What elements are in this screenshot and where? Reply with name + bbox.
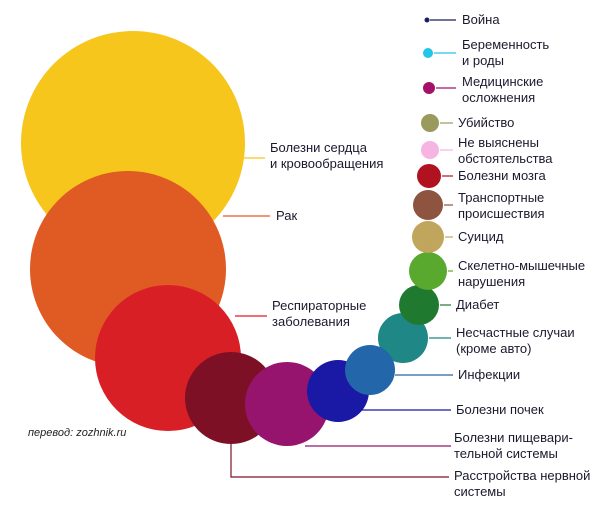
label-line-series-6-1: происшествия [458,206,545,221]
label-series-14: Расстройства нервной системы [454,468,590,499]
bubble-series-13 [245,362,329,446]
bubble-series-7 [412,221,444,253]
label-line-series-10-0: Несчастные случаи [456,325,575,340]
label-line-series-9-0: Диабет [456,297,499,312]
label-line-series-13-1: тельной системы [454,446,558,461]
label-line-series-5-0: Болезни мозга [458,168,546,183]
bubble-series-2 [423,82,435,94]
label-series-13: Болезни пищевари-тельной системы [454,430,573,461]
bubbles-layer [21,17,447,446]
label-series-17: Болезни сердца и кровообращения [270,140,383,171]
labels-layer: Война Беременность и роды Медицинские осложн… [270,12,590,499]
label-series-9: Диабет [456,297,499,312]
bubble-series-5 [417,164,441,188]
label-line-series-13-0: Болезни пищевари- [454,430,573,445]
label-series-0: Война [462,12,500,27]
label-line-series-4-1: обстоятельства [458,151,553,166]
bubble-series-11 [345,345,395,395]
label-line-series-1-0: Беременность [462,37,549,52]
label-series-8: Скелетно-мышечные нарушения [458,258,585,289]
label-series-16: Рак [276,208,297,223]
label-line-series-10-1: (кроме авто) [456,341,531,356]
bubble-series-4 [421,141,439,159]
label-line-series-11-0: Инфекции [458,367,520,382]
label-series-6: Транспортные происшествия [458,190,545,221]
label-line-series-1-1: и роды [462,53,504,68]
label-line-series-6-0: Транспортные [458,190,544,205]
label-series-4: Не выяснены обстоятельства [458,135,553,166]
leader-lines-layer [223,19,456,478]
label-line-series-16-0: Рак [276,208,297,223]
label-line-series-15-1: заболевания [272,314,350,329]
label-line-series-14-1: системы [454,484,506,499]
label-line-series-2-1: осложнения [462,90,535,105]
bubble-series-6 [413,190,443,220]
bubble-series-9 [399,285,439,325]
label-line-series-17-0: Болезни сердца [270,140,368,155]
label-line-series-12-0: Болезни почек [456,402,544,417]
label-line-series-8-1: нарушения [458,274,525,289]
label-series-3: Убийство [458,115,514,130]
label-line-series-3-0: Убийство [458,115,514,130]
bubble-series-0 [424,17,430,23]
label-line-series-17-1: и кровообращения [270,156,383,171]
label-series-7: Суицид [458,229,504,244]
leader-line-series-14 [230,444,449,478]
label-series-5: Болезни мозга [458,168,546,183]
label-line-series-14-0: Расстройства нервной [454,468,590,483]
label-series-10: Несчастные случаи (кроме авто) [456,325,575,356]
bubble-series-8 [409,252,447,290]
label-series-1: Беременность и роды [462,37,549,68]
label-line-series-0-0: Война [462,12,500,27]
label-line-series-8-0: Скелетно-мышечные [458,258,585,273]
label-series-2: Медицинские осложнения [462,74,543,105]
bubble-series-3 [421,114,439,132]
label-line-series-15-0: Респираторные [272,298,366,313]
label-line-series-2-0: Медицинские [462,74,543,89]
label-series-11: Инфекции [458,367,520,382]
translation-credit: перевод: zozhnik.ru [28,427,126,439]
label-line-series-4-0: Не выяснены [458,135,539,150]
label-line-series-7-0: Суицид [458,229,504,244]
bubble-series-10 [378,313,428,363]
bubble-series-1 [423,48,433,58]
label-series-12: Болезни почек [456,402,544,417]
label-series-15: Респираторные заболевания [272,298,366,329]
